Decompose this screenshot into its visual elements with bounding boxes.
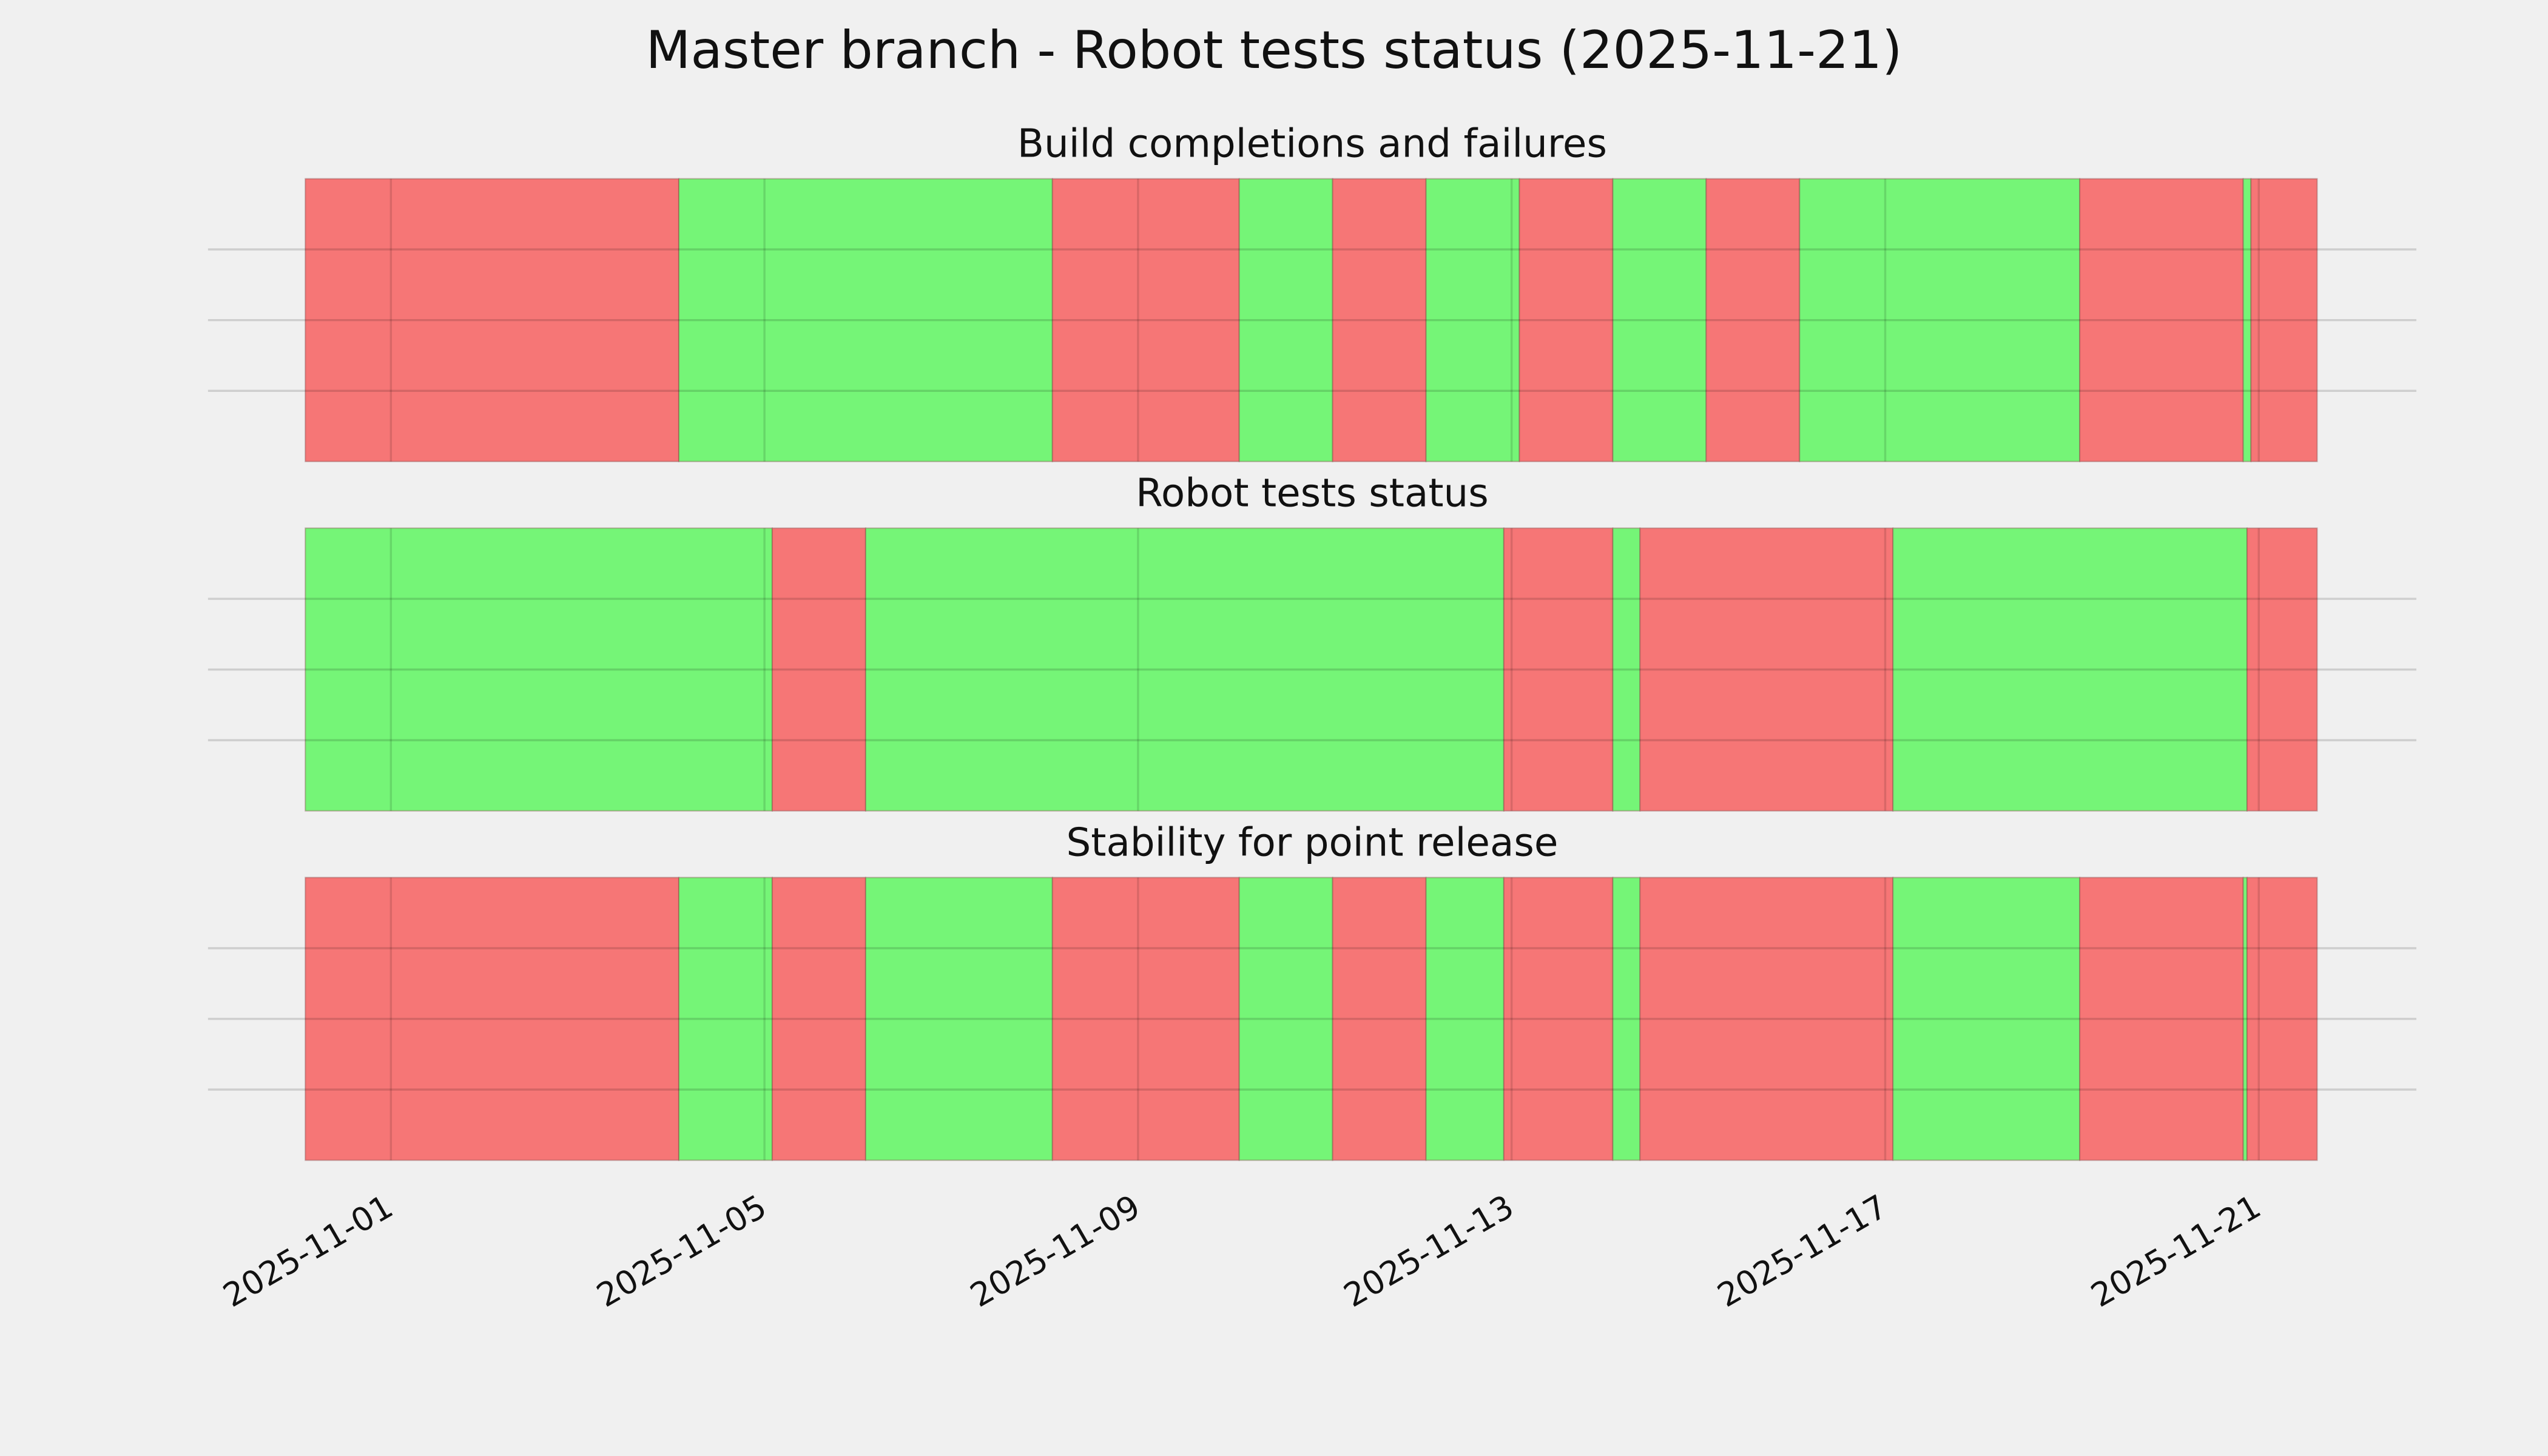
status-span — [1612, 178, 1707, 462]
status-span — [2079, 877, 2244, 1161]
panel-title: Stability for point release — [1067, 820, 1559, 865]
panel-title: Build completions and failures — [1017, 121, 1607, 167]
status-span — [1238, 178, 1333, 462]
status-span — [1051, 877, 1240, 1161]
status-span — [2246, 877, 2318, 1161]
status-span — [1892, 527, 2248, 812]
status-span — [1799, 178, 2081, 462]
status-span — [1892, 877, 2081, 1161]
status-span — [1612, 527, 1641, 812]
status-span — [305, 527, 774, 812]
status-span — [678, 178, 1053, 462]
status-span — [1503, 877, 1614, 1161]
status-span — [1238, 877, 1333, 1161]
status-span — [1518, 178, 1614, 462]
status-span — [1051, 178, 1240, 462]
status-span — [1332, 877, 1427, 1161]
panel-title: Robot tests status — [1136, 471, 1489, 516]
status-span — [305, 178, 680, 462]
status-span — [678, 877, 774, 1161]
status-span — [864, 877, 1053, 1161]
status-span — [864, 527, 1505, 812]
status-span — [2250, 178, 2318, 462]
status-span — [305, 877, 680, 1161]
status-span — [2079, 178, 2244, 462]
status-span — [771, 527, 866, 812]
status-span — [1332, 178, 1427, 462]
status-span — [1705, 178, 1801, 462]
status-span — [1639, 877, 1894, 1161]
status-span — [1425, 877, 1505, 1161]
status-span — [771, 877, 866, 1161]
chart-title: Master branch - Robot tests status (2025… — [645, 20, 1902, 81]
status-span — [2246, 527, 2318, 812]
status-span — [1425, 178, 1520, 462]
status-span — [1639, 527, 1894, 812]
